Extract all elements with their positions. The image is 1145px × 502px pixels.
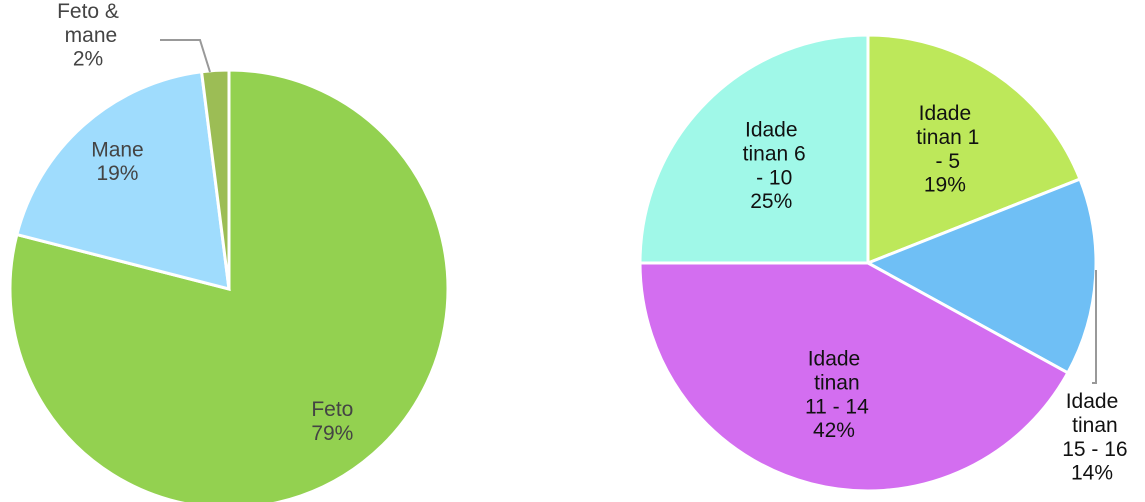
leader-line [1092,270,1097,384]
slice-label: Idade tinan 1 - 5 [910,101,979,172]
pie-slice [199,68,231,290]
slice-label: Feto [311,398,353,421]
slice-value-label: 79% [311,422,353,445]
pie-slice [638,261,1070,493]
slice-value-label: 42% [813,419,855,442]
slice-value-label: 14% [1071,462,1113,485]
slice-label: Mane [91,138,144,161]
slice-label: Idade tinan 15 - 16 [1056,390,1127,461]
slice-label: Feto & mane [57,0,119,47]
slice-value-label: 19% [924,173,966,196]
pie-slice [15,70,231,292]
slice-label: Idade tinan 11 - 14 [799,347,869,418]
slice-value-label: 25% [750,190,792,213]
slice-value-label: 19% [96,162,138,185]
slice-label: Idade tinan 6 - 10 [737,118,806,189]
pie-slice [638,33,870,265]
pie-slice [866,33,1082,266]
pie-chart: Idade tinan 1 - 519% Idade tinan 15 - 161… [638,33,1128,493]
slice-value-label: 2% [73,48,103,71]
leader-line [160,39,211,73]
